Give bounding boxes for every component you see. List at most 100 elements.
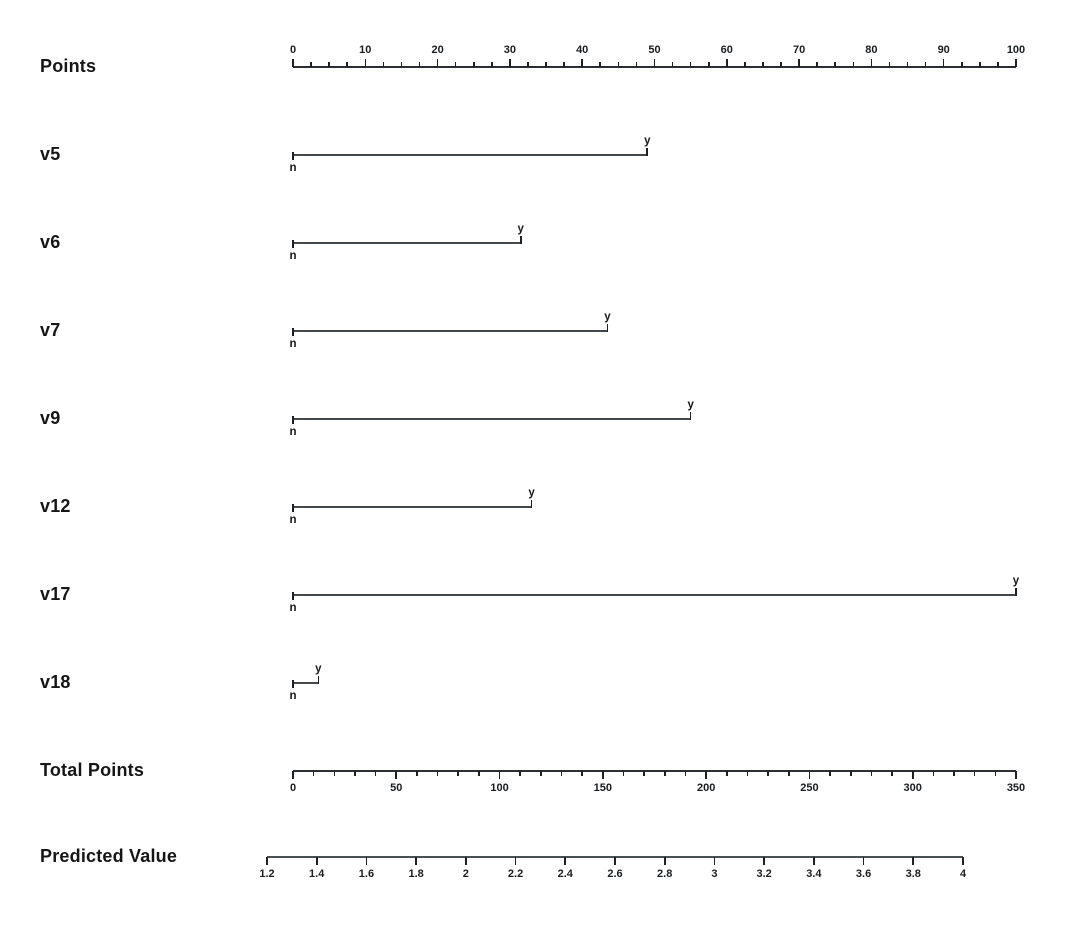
- total-minor-tick: [354, 771, 356, 776]
- points-tick-label: 90: [937, 44, 950, 56]
- points-minor-tick: [328, 62, 330, 67]
- total-minor-tick: [994, 771, 997, 776]
- points-tick-label: 30: [503, 44, 517, 56]
- points-minor-tick: [400, 62, 403, 67]
- total-tick-label: 300: [903, 782, 922, 794]
- level-label-y-v6: y: [517, 223, 524, 235]
- points-minor-tick: [491, 62, 493, 67]
- total-minor-tick: [436, 771, 439, 776]
- predicted-tick-label: 3.8: [905, 868, 921, 880]
- level-tick-n-v17: [292, 592, 294, 600]
- level-tick-y-v9: [689, 412, 692, 420]
- variable-line-v7: [293, 330, 608, 332]
- level-label-n-v6: n: [289, 250, 297, 262]
- level-tick-n-v18: [292, 680, 294, 688]
- points-tick-label: 60: [720, 44, 733, 56]
- points-minor-tick: [762, 62, 764, 67]
- total-minor-tick: [540, 771, 542, 776]
- variable-line-v17: [293, 594, 1016, 596]
- total-points-axis-label: Total Points: [40, 760, 145, 780]
- variable-label-v18: v18: [40, 672, 71, 692]
- points-minor-tick: [563, 62, 565, 67]
- points-minor-tick: [924, 62, 927, 67]
- predicted-tick-label: 3.6: [855, 868, 872, 880]
- level-label-n-v17: n: [289, 602, 297, 614]
- variable-line-v6: [293, 242, 521, 244]
- predicted-value-axis-label: Predicted Value: [40, 846, 178, 866]
- total-minor-tick: [312, 771, 315, 776]
- points-minor-tick: [960, 62, 963, 67]
- points-minor-tick: [454, 62, 457, 67]
- points-major-tick: [942, 59, 945, 67]
- points-tick-label: 80: [865, 44, 878, 56]
- points-major-tick: [1015, 59, 1017, 67]
- total-major-tick: [808, 771, 811, 779]
- points-tick-label: 50: [648, 44, 661, 56]
- level-label-n-v5: n: [289, 162, 297, 174]
- level-label-n-v12: n: [289, 514, 297, 526]
- total-minor-tick: [622, 771, 625, 776]
- points-minor-tick: [744, 62, 746, 67]
- predicted-tick: [962, 857, 964, 865]
- level-tick-n-v9: [292, 416, 294, 424]
- predicted-tick-label: 2: [462, 868, 469, 880]
- predicted-tick: [713, 857, 716, 865]
- total-major-tick: [705, 771, 707, 779]
- points-minor-tick: [617, 62, 620, 67]
- total-minor-tick: [333, 771, 336, 776]
- points-minor-tick: [545, 62, 547, 67]
- level-tick-y-v5: [646, 148, 649, 156]
- points-tick-label: 20: [431, 44, 444, 56]
- points-minor-tick: [834, 62, 837, 67]
- total-minor-tick: [457, 771, 460, 776]
- variable-label-v9: v9: [40, 408, 61, 428]
- level-label-y-v18: y: [315, 663, 322, 675]
- points-tick-label: 40: [576, 44, 589, 56]
- predicted-tick-label: 1.2: [259, 868, 275, 880]
- predicted-tick-label: 2.8: [657, 868, 673, 880]
- predicted-tick: [663, 857, 666, 865]
- predicted-tick: [813, 857, 815, 865]
- points-major-tick: [726, 59, 728, 67]
- level-tick-y-v18: [317, 676, 320, 684]
- predicted-tick: [763, 857, 765, 865]
- points-minor-tick: [527, 62, 529, 67]
- level-tick-n-v12: [292, 504, 294, 512]
- level-tick-y-v7: [606, 324, 609, 332]
- points-minor-tick: [346, 62, 349, 67]
- predicted-tick: [315, 857, 318, 865]
- points-minor-tick: [382, 62, 385, 67]
- total-tick-label: 350: [1006, 782, 1026, 794]
- points-tick-label: 70: [792, 44, 806, 56]
- level-label-y-v12: y: [528, 487, 535, 499]
- total-major-tick: [911, 771, 914, 779]
- total-major-tick: [602, 771, 604, 779]
- points-tick-label: 0: [289, 44, 297, 56]
- points-minor-tick: [689, 62, 692, 67]
- level-label-n-v9: n: [289, 426, 297, 438]
- points-minor-tick: [780, 62, 782, 67]
- points-major-tick: [509, 59, 511, 67]
- points-major-tick: [581, 59, 583, 67]
- level-label-n-v18: n: [289, 690, 297, 702]
- total-minor-tick: [767, 771, 769, 776]
- total-minor-tick: [374, 771, 377, 776]
- total-minor-tick: [746, 771, 749, 776]
- points-major-tick: [364, 59, 367, 67]
- level-label-y-v17: y: [1012, 575, 1020, 587]
- points-minor-tick: [906, 62, 909, 67]
- variable-label-v7: v7: [40, 320, 61, 340]
- predicted-tick: [614, 857, 616, 865]
- points-tick-label: 100: [1006, 44, 1026, 56]
- predicted-tick-label: 3.4: [806, 868, 822, 880]
- points-minor-tick: [472, 62, 475, 67]
- total-minor-tick: [849, 771, 852, 776]
- points-axis-label: Points: [40, 56, 97, 76]
- points-major-tick: [292, 59, 294, 67]
- predicted-tick-label: 1.4: [309, 868, 325, 880]
- level-label-y-v9: y: [687, 399, 694, 411]
- points-minor-tick: [979, 62, 981, 67]
- variable-label-v6: v6: [40, 232, 61, 252]
- predicted-tick-label: 1.6: [358, 868, 375, 880]
